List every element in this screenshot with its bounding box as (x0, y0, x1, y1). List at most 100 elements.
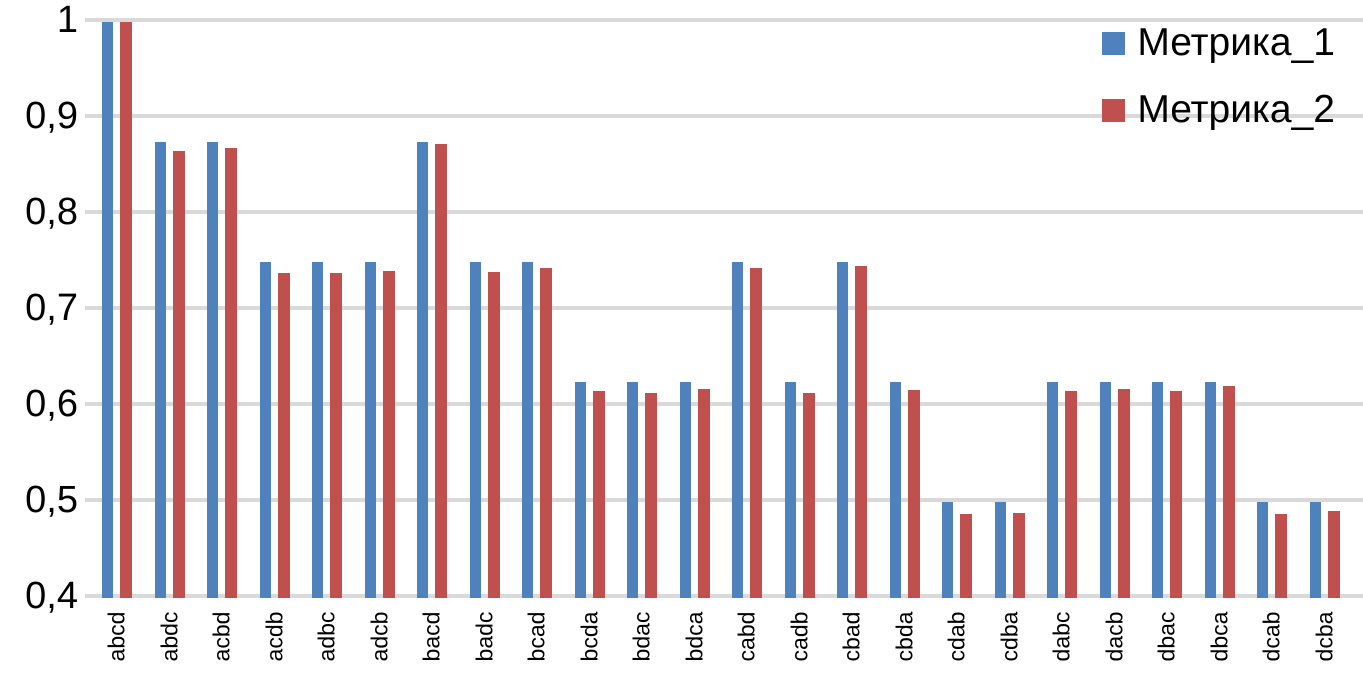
y-tick-mark (85, 402, 97, 406)
bar-1-dcab (1257, 502, 1268, 598)
x-tick-label-cadb: cadb (786, 611, 812, 661)
bar-2-cadb (802, 392, 815, 598)
bar-1-dbca (1204, 382, 1216, 598)
y-tick-mark (85, 498, 97, 502)
bar-1-adbc (312, 262, 323, 598)
bar-1-bdca (679, 382, 691, 598)
x-tick-label-badc: badc (471, 611, 497, 661)
gridline (97, 498, 1363, 502)
bar-1-abcd (102, 22, 113, 598)
y-tick-mark (85, 306, 97, 310)
bar-2-dabc (1065, 390, 1077, 598)
legend-swatch-metrika-1-icon (1102, 31, 1126, 55)
bar-1-dbac (1152, 382, 1163, 598)
x-tick-label-acdb: acdb (261, 611, 287, 661)
bar-1-badc (469, 262, 481, 598)
bar-2-bdca (697, 388, 710, 598)
bar-2-cdba (1012, 512, 1025, 598)
bar-2-adcb (382, 270, 395, 598)
bar-1-cdab (942, 502, 953, 598)
x-tick-label-dbac: dbac (1153, 611, 1180, 661)
bar-1-cbad (837, 262, 848, 598)
x-tick-label-cdab: cdab (943, 611, 970, 661)
bar-2-bcda (592, 390, 605, 598)
bar-1-bcda (574, 382, 586, 598)
x-tick-label-acbd: acbd (208, 611, 235, 661)
bar-1-cdba (994, 502, 1006, 598)
legend-label: Метрика_2 (1137, 87, 1335, 131)
bar-1-dcba (1309, 502, 1321, 598)
x-tick-label-adbc: adbc (313, 611, 340, 661)
bar-1-adcb (364, 262, 376, 598)
bar-1-cadb (784, 382, 796, 598)
bar-2-dcba (1327, 510, 1340, 598)
x-tick-label-abdc: abdc (156, 611, 182, 661)
bar-1-bdac (627, 382, 638, 598)
bar-1-bcad (522, 262, 533, 598)
bar-2-badc (487, 271, 500, 598)
bar-1-acbd (207, 142, 218, 598)
x-tick-label-bcad: bcad (523, 611, 550, 661)
bar-2-dbac (1170, 390, 1182, 598)
bar-2-abcd (120, 22, 132, 598)
y-tick-label: 1 (56, 0, 78, 41)
x-tick-label-cbda: cbda (891, 611, 917, 661)
bar-1-cbda (889, 382, 901, 598)
bar-1-cabd (732, 262, 743, 598)
y-tick-mark (85, 594, 97, 598)
bar-2-bacd (435, 143, 447, 598)
bar-2-cabd (750, 267, 762, 598)
y-tick-label: 0,5 (25, 479, 78, 521)
bar-1-acdb (259, 262, 271, 598)
bar-1-dacb (1099, 382, 1111, 598)
gridline (97, 402, 1363, 406)
y-tick-label: 0,6 (25, 383, 78, 425)
y-tick-label: 0,7 (25, 287, 78, 329)
x-tick-label-bcda: bcda (576, 611, 602, 661)
legend-item-metrika-2: Метрика_2 (1102, 87, 1335, 132)
x-tick-label-bdca: bdca (681, 611, 707, 661)
bar-2-abdc (172, 150, 185, 598)
y-tick-label: 0,4 (25, 575, 78, 617)
gridline (97, 594, 1363, 598)
x-tick-label-abcd: abcd (103, 611, 130, 661)
y-tick-mark (85, 210, 97, 214)
y-tick-label: 0,8 (25, 191, 78, 233)
bar-2-cdab (960, 514, 972, 598)
gridline (97, 18, 1363, 22)
legend: Метрика_1 Метрика_2 (1102, 21, 1335, 156)
legend-swatch-metrika-2-icon (1102, 98, 1126, 122)
bar-2-bcad (540, 267, 552, 598)
x-tick-label-bdac: bdac (628, 611, 655, 661)
y-tick-mark (85, 114, 97, 118)
legend-label: Метрика_1 (1137, 21, 1335, 64)
gridline (97, 114, 1363, 118)
x-tick-label-dbca: dbca (1206, 611, 1232, 661)
x-tick-label-dacb: dacb (1101, 611, 1127, 661)
x-tick-label-cdba: cdba (996, 611, 1022, 661)
x-tick-label-cbad: cbad (838, 611, 865, 661)
bar-1-dabc (1047, 382, 1058, 598)
bar-2-adbc (330, 272, 342, 598)
bar-2-acbd (225, 147, 237, 598)
x-tick-label-dabc: dabc (1048, 611, 1075, 661)
bar-2-bdac (645, 392, 657, 598)
gridline (97, 306, 1363, 310)
bar-2-acdb (277, 272, 290, 598)
bar-2-dbca (1222, 385, 1235, 598)
gridline (97, 210, 1363, 214)
x-tick-label-dcab: dcab (1258, 611, 1285, 661)
y-tick-label: 0,9 (25, 95, 78, 137)
bar-1-bacd (417, 142, 428, 598)
bar-2-dacb (1117, 388, 1130, 598)
x-tick-label-adcb: adcb (366, 611, 392, 661)
bar-1-abdc (154, 142, 166, 598)
x-tick-label-bacd: bacd (418, 611, 445, 661)
bar-2-cbda (907, 389, 920, 598)
bar-2-dcab (1275, 513, 1287, 598)
y-tick-mark (85, 18, 97, 22)
legend-item-metrika-1: Метрика_1 (1102, 21, 1335, 65)
x-tick-label-cabd: cabd (733, 611, 760, 661)
bar-2-cbad (855, 265, 867, 598)
